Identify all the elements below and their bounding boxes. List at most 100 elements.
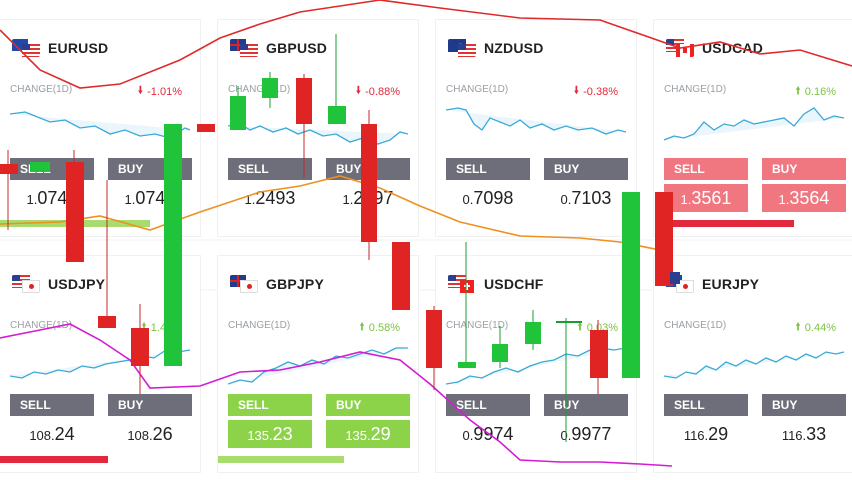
sell-price[interactable]: 1.0743 bbox=[10, 184, 94, 212]
buy-price[interactable]: 1.2497 bbox=[326, 184, 410, 212]
buy-button[interactable]: BUY bbox=[544, 158, 628, 180]
us-ch-flag-icon bbox=[448, 275, 476, 293]
sell-price-prefix: 135. bbox=[247, 428, 273, 443]
spread-bar bbox=[218, 456, 344, 463]
sparkline-chart bbox=[664, 107, 844, 141]
spread-bar bbox=[664, 220, 794, 227]
buy-price-prefix: 108. bbox=[127, 428, 153, 443]
pair-name: GBPJPY bbox=[266, 276, 324, 292]
us-ca-flag-icon bbox=[666, 39, 694, 57]
arrow-up-icon: 🠙 bbox=[577, 321, 583, 333]
sparkline-chart bbox=[228, 347, 408, 385]
sell-button[interactable]: SELL bbox=[10, 394, 94, 416]
card-eurusd: EURUSD CHANGE(1D) 🠛 -1.01% SELL BUY 1.074… bbox=[0, 20, 200, 236]
pair-name: EURJPY bbox=[702, 276, 760, 292]
buy-price[interactable]: 108.26 bbox=[108, 420, 192, 448]
change-label: CHANGE(1D) bbox=[446, 320, 509, 331]
buy-price-prefix: 116. bbox=[781, 428, 807, 443]
buy-price-main: 29 bbox=[370, 424, 391, 444]
us-jp-flag-icon bbox=[12, 275, 40, 293]
change-percent: 1.48% bbox=[150, 321, 182, 334]
change-percent: 0.44% bbox=[804, 321, 836, 334]
sell-price-prefix: 1. bbox=[26, 192, 38, 207]
pair-name: EURUSD bbox=[48, 40, 109, 56]
buy-price[interactable]: 116.33 bbox=[762, 420, 846, 448]
buy-price[interactable]: 135.29 bbox=[326, 420, 410, 448]
buy-button[interactable]: BUY bbox=[762, 158, 846, 180]
sell-price-main: 23 bbox=[272, 424, 293, 444]
arrow-down-icon: 🠛 bbox=[137, 85, 144, 97]
card-nzdusd: NZDUSD CHANGE(1D) 🠛 -0.38% SELL BUY 0.709… bbox=[436, 20, 636, 236]
arrow-up-icon: 🠙 bbox=[795, 321, 801, 333]
buy-button[interactable]: BUY bbox=[544, 394, 628, 416]
buy-button[interactable]: BUY bbox=[326, 158, 410, 180]
sell-button[interactable]: SELL bbox=[664, 158, 748, 180]
spread-bar bbox=[0, 220, 150, 227]
pair-name: USDJPY bbox=[48, 276, 106, 292]
change-value: 🠙 1.48% bbox=[141, 318, 182, 337]
sell-price[interactable]: 1.3561 bbox=[664, 184, 748, 212]
buy-button[interactable]: BUY bbox=[108, 394, 192, 416]
buy-price[interactable]: 0.7103 bbox=[544, 184, 628, 212]
change-value: 🠙 0.03% bbox=[577, 318, 618, 337]
sell-price[interactable]: 135.23 bbox=[228, 420, 312, 448]
change-label: CHANGE(1D) bbox=[446, 84, 509, 95]
sell-price[interactable]: 116.29 bbox=[664, 420, 748, 448]
arrow-up-icon: 🠙 bbox=[141, 321, 147, 333]
sell-price[interactable]: 0.9974 bbox=[446, 420, 530, 448]
sell-price-main: 2493 bbox=[255, 188, 296, 208]
sell-price[interactable]: 1.2493 bbox=[228, 184, 312, 212]
sell-price-main: 24 bbox=[54, 424, 75, 444]
gb-us-flag-icon bbox=[230, 39, 258, 57]
change-percent: -1.01% bbox=[147, 85, 182, 98]
arrow-up-icon: 🠙 bbox=[795, 85, 801, 97]
card-gbpusd: GBPUSD CHANGE(1D) 🠛 -0.88% SELL BUY 1.249… bbox=[218, 20, 418, 236]
gb-jp-flag-icon bbox=[230, 275, 258, 293]
pair-name: USDCAD bbox=[702, 40, 764, 56]
eu-us-flag-icon bbox=[12, 39, 40, 57]
change-value: 🠛 -0.88% bbox=[356, 82, 400, 101]
buy-price[interactable]: 0.9977 bbox=[544, 420, 628, 448]
pair-name: GBPUSD bbox=[266, 40, 328, 56]
sell-button[interactable]: SELL bbox=[664, 394, 748, 416]
sell-price[interactable]: 0.7098 bbox=[446, 184, 530, 212]
card-usdjpy: USDJPY CHANGE(1D) 🠙 1.48% SELL BUY 108.24… bbox=[0, 256, 200, 472]
sell-price-prefix: 0. bbox=[462, 428, 474, 443]
change-label: CHANGE(1D) bbox=[228, 320, 291, 331]
buy-button[interactable]: BUY bbox=[762, 394, 846, 416]
sell-price-prefix: 0. bbox=[462, 192, 474, 207]
buy-price-main: 7103 bbox=[571, 188, 612, 208]
sparkline-chart bbox=[10, 349, 190, 379]
sell-price-main: 0743 bbox=[37, 188, 78, 208]
buy-price-main: 9977 bbox=[571, 424, 612, 444]
buy-button[interactable]: BUY bbox=[326, 394, 410, 416]
change-percent: -0.38% bbox=[583, 85, 618, 98]
change-label: CHANGE(1D) bbox=[10, 84, 73, 95]
change-label: CHANGE(1D) bbox=[228, 84, 291, 95]
buy-price-prefix: 1. bbox=[124, 192, 136, 207]
change-value: 🠙 0.16% bbox=[795, 82, 836, 101]
buy-price[interactable]: 1.3564 bbox=[762, 184, 846, 212]
sell-price-prefix: 108. bbox=[29, 428, 55, 443]
spread-bar bbox=[0, 456, 108, 463]
buy-button[interactable]: BUY bbox=[108, 158, 192, 180]
buy-price-main: 26 bbox=[152, 424, 173, 444]
sell-button[interactable]: SELL bbox=[228, 394, 312, 416]
pair-name: USDCHF bbox=[484, 276, 544, 292]
buy-price-prefix: 135. bbox=[345, 428, 371, 443]
buy-price-main: 0746 bbox=[135, 188, 176, 208]
sparkline-chart bbox=[664, 351, 844, 379]
sell-button[interactable]: SELL bbox=[228, 158, 312, 180]
sparkline-chart bbox=[10, 111, 190, 139]
buy-price-prefix: 0. bbox=[560, 192, 572, 207]
change-percent: 0.16% bbox=[804, 85, 836, 98]
sell-button[interactable]: SELL bbox=[446, 394, 530, 416]
change-value: 🠛 -1.01% bbox=[138, 82, 182, 101]
sell-price[interactable]: 108.24 bbox=[10, 420, 94, 448]
sell-button[interactable]: SELL bbox=[10, 158, 94, 180]
card-usdcad: USDCAD CHANGE(1D) 🠙 0.16% SELL BUY 1.3561… bbox=[654, 20, 852, 236]
sell-button[interactable]: SELL bbox=[446, 158, 530, 180]
buy-price[interactable]: 1.0746 bbox=[108, 184, 192, 212]
change-percent: -0.88% bbox=[365, 85, 400, 98]
change-value: 🠙 0.58% bbox=[359, 318, 400, 337]
